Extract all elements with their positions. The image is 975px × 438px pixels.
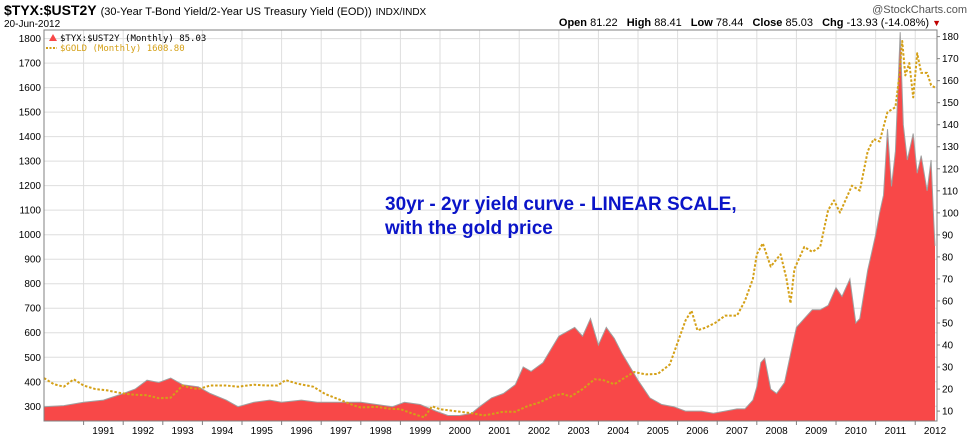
annotation-line-1: 30yr - 2yr yield curve - LINEAR SCALE, xyxy=(385,194,737,215)
x-tick-label: 2003 xyxy=(567,426,590,437)
x-tick-label: 1998 xyxy=(369,426,392,437)
y-left-tick-label: 1000 xyxy=(19,230,42,241)
open-label: Open xyxy=(558,17,588,29)
quote-summary: Open 81.22 High 88.41 Low 78.44 Close 85… xyxy=(553,17,941,29)
x-tick-label: 1992 xyxy=(132,426,155,437)
left-axis-ticks: 300 400 500 600 700 800 900 1000 1100 1200 1300 140… xyxy=(19,34,42,413)
x-tick-label: 1993 xyxy=(171,426,194,437)
legend: $TYX:$UST2Y (Monthly) 85.03 $GOLD (Month… xyxy=(46,34,206,54)
symbol-description: (30-Year T-Bond Yield/2-Year US Treasury… xyxy=(100,6,372,18)
x-tick-label: 2000 xyxy=(449,426,472,437)
x-tick-label: 1994 xyxy=(211,426,234,437)
y-left-tick-label: 300 xyxy=(24,402,41,413)
brand-watermark: @StockCharts.com xyxy=(872,4,967,16)
x-tick-label: 2009 xyxy=(805,426,828,437)
y-right-tick-label: 90 xyxy=(942,230,954,241)
y-left-tick-label: 1300 xyxy=(19,157,42,168)
y-right-tick-label: 10 xyxy=(942,407,954,418)
x-axis-ticks: 1991 1992 1993 1994 1995 1996 1997 1998 1999 2000… xyxy=(83,421,947,437)
ratio-area xyxy=(44,32,935,421)
data-source: INDX/INDX xyxy=(375,7,427,18)
x-tick-label: 1996 xyxy=(290,426,313,437)
chart-date: 20-Jun-2012 xyxy=(4,19,61,30)
x-tick-label: 1995 xyxy=(251,426,274,437)
right-axis-ticks: 10 20 30 40 50 60 70 80 90 100 110 120 130 140 150 160 1… xyxy=(937,32,959,418)
low-value: 78.44 xyxy=(715,17,744,29)
y-left-tick-label: 900 xyxy=(24,255,41,266)
legend-gold: $GOLD (Monthly) 1608.80 xyxy=(60,44,185,54)
x-tick-label: 2010 xyxy=(845,426,868,437)
open-value: 81.22 xyxy=(590,17,618,29)
y-right-tick-label: 180 xyxy=(942,32,959,43)
y-right-tick-label: 60 xyxy=(942,296,954,307)
x-tick-label: 2007 xyxy=(726,426,749,437)
y-left-tick-label: 500 xyxy=(24,353,41,364)
y-right-tick-label: 120 xyxy=(942,164,959,175)
y-left-tick-label: 1100 xyxy=(19,206,41,217)
y-left-tick-label: 600 xyxy=(24,328,41,339)
ratio-area-layer xyxy=(43,32,936,421)
gold-line xyxy=(43,40,936,419)
x-tick-label: 2005 xyxy=(647,426,670,437)
y-left-tick-label: 700 xyxy=(24,304,41,315)
ratio-legend-icon xyxy=(49,34,57,41)
x-tick-label: 2011 xyxy=(885,426,907,437)
x-tick-label: 2004 xyxy=(607,426,630,437)
y-right-tick-label: 50 xyxy=(942,318,954,329)
y-right-tick-label: 20 xyxy=(942,385,954,396)
x-tick-label: 2006 xyxy=(686,426,709,437)
chg-label: Chg xyxy=(822,17,844,29)
x-tick-label: 2002 xyxy=(528,426,551,437)
y-right-tick-label: 140 xyxy=(942,120,959,131)
plot-frame xyxy=(43,29,938,422)
chart-title: $TYX:$UST2Y (30-Year T-Bond Yield/2-Year … xyxy=(4,2,426,18)
x-tick-label: 1999 xyxy=(409,426,432,437)
y-right-tick-label: 170 xyxy=(942,54,959,65)
y-left-tick-label: 1600 xyxy=(19,83,42,94)
high-value: 88.41 xyxy=(654,17,682,29)
x-tick-label: 2001 xyxy=(488,426,511,437)
close-label: Close xyxy=(752,17,783,29)
annotation-line-2: with the gold price xyxy=(384,218,553,239)
gold-line-layer xyxy=(43,40,936,419)
down-arrow-icon: ▼ xyxy=(932,18,941,28)
y-left-tick-label: 1700 xyxy=(19,59,42,70)
y-right-tick-label: 70 xyxy=(942,274,954,285)
y-left-tick-label: 400 xyxy=(24,377,41,388)
symbol: $TYX:$UST2Y xyxy=(4,2,97,18)
low-label: Low xyxy=(690,17,713,29)
y-right-tick-label: 150 xyxy=(942,98,959,109)
y-right-tick-label: 160 xyxy=(942,76,959,87)
legend-ratio: $TYX:$UST2Y (Monthly) 85.03 xyxy=(60,34,206,44)
y-right-tick-label: 80 xyxy=(942,252,954,263)
x-tick-label: 1997 xyxy=(330,426,353,437)
y-left-tick-label: 800 xyxy=(24,279,41,290)
ratio-area-edge xyxy=(43,32,936,416)
x-tick-label: 2008 xyxy=(765,426,788,437)
high-label: High xyxy=(626,17,652,29)
y-right-tick-label: 40 xyxy=(942,341,954,352)
y-right-tick-label: 110 xyxy=(942,186,958,197)
x-tick-label: 1991 xyxy=(92,426,115,437)
x-tick-label: 2012 xyxy=(924,426,947,437)
y-right-tick-label: 100 xyxy=(942,208,959,219)
y-left-tick-label: 1500 xyxy=(19,108,42,119)
close-value: 85.03 xyxy=(785,17,814,29)
chg-value: -13.93 (-14.08%) xyxy=(846,17,930,29)
y-left-tick-label: 1400 xyxy=(19,132,42,143)
y-right-tick-label: 30 xyxy=(942,363,954,374)
y-right-tick-label: 130 xyxy=(942,142,959,153)
y-left-tick-label: 1800 xyxy=(19,34,42,45)
y-left-tick-label: 1200 xyxy=(19,181,42,192)
